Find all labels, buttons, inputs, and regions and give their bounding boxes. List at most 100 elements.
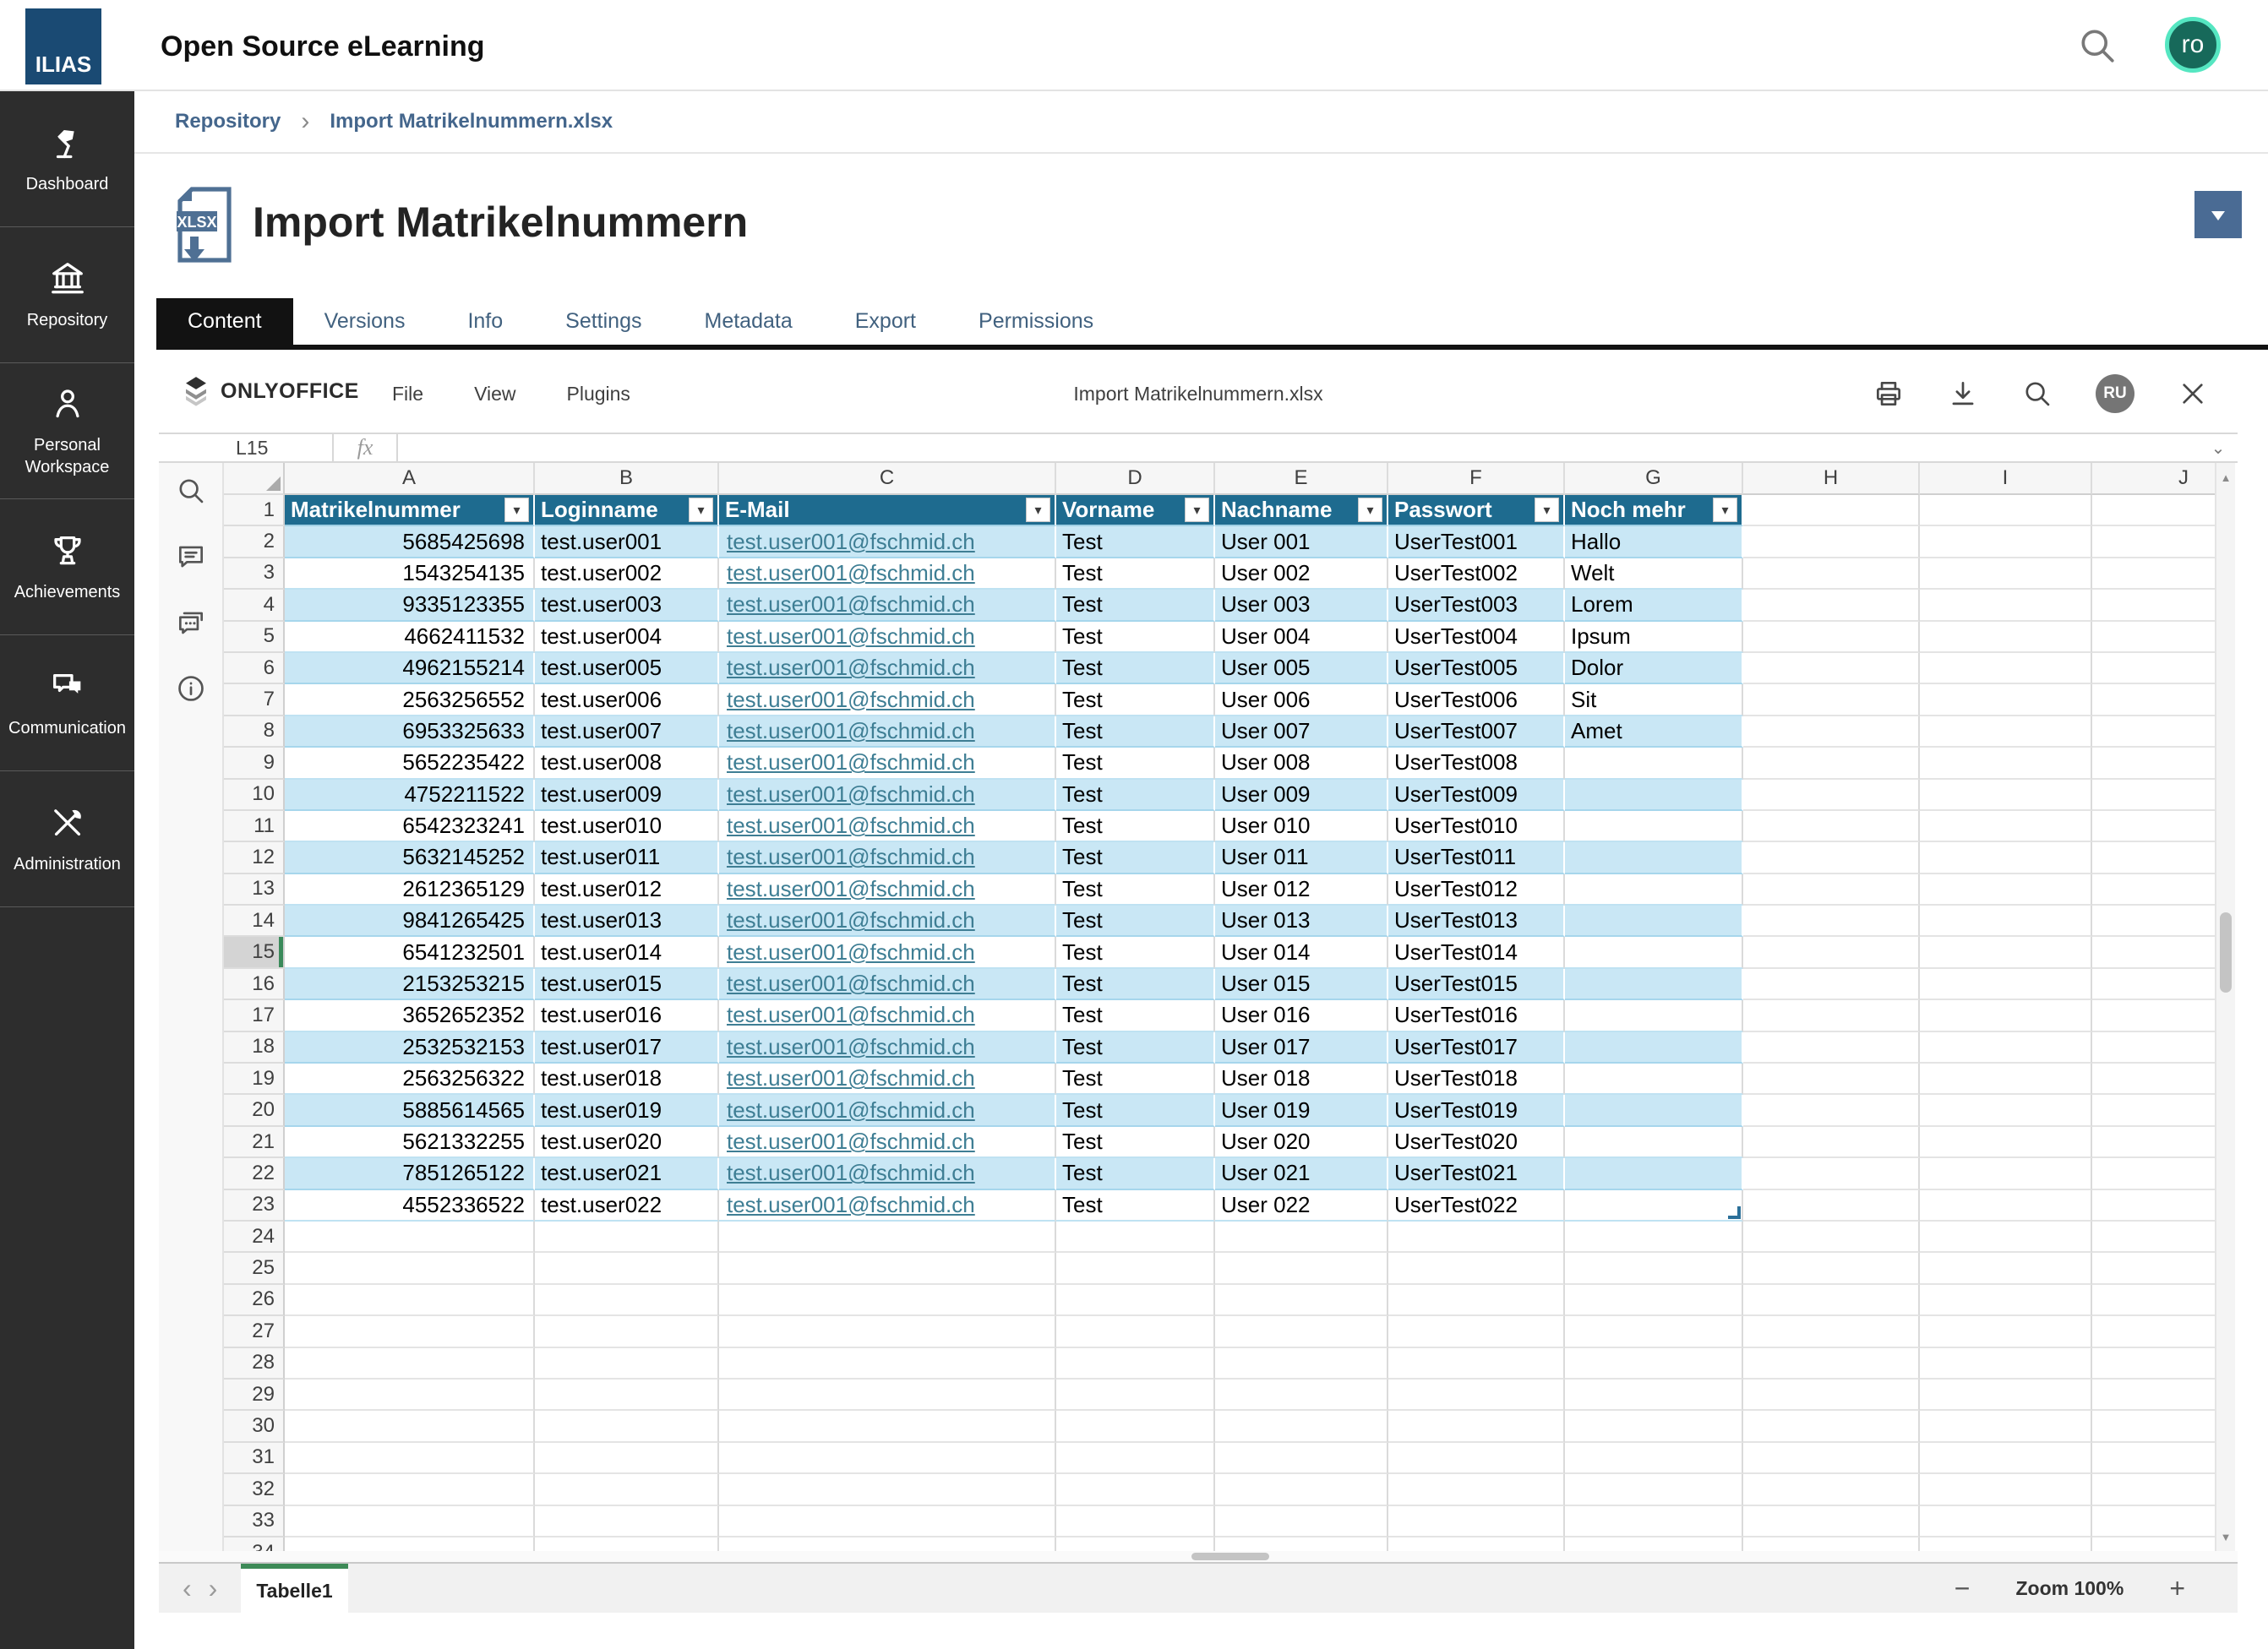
sidebar-item-achievements[interactable]: Achievements [0,499,134,635]
sheet-cell[interactable] [285,1474,535,1505]
sheet-cell[interactable] [1388,1222,1565,1253]
sheet-cell[interactable] [1056,1285,1215,1316]
menu-view[interactable]: View [474,383,515,405]
sheet-cell[interactable] [1565,1095,1743,1126]
row-header-33[interactable]: 33 [224,1506,285,1537]
menu-plugins[interactable]: Plugins [567,383,630,405]
sheet-cell[interactable] [1743,1443,1920,1474]
sheet-cell[interactable] [1565,1000,1743,1031]
sheet-cell[interactable] [1920,526,2092,558]
sheet-cell[interactable]: UserTest013 [1388,906,1565,937]
sheet-cell[interactable] [1565,748,1743,779]
row-header-21[interactable]: 21 [224,1127,285,1158]
sheet-cell[interactable]: 5652235422 [285,748,535,779]
sheet-cell[interactable] [535,1411,719,1442]
sheet-cell[interactable]: test.user001@fschmid.ch [719,1095,1056,1126]
sheet-cell[interactable] [1388,1348,1565,1380]
sheet-cell[interactable] [535,1380,719,1411]
column-header-H[interactable]: H [1743,463,1920,495]
sheet-cell[interactable] [1056,1411,1215,1442]
sheet-cell[interactable] [285,1348,535,1380]
sheet-cell[interactable] [2092,874,2215,906]
sheet-cell[interactable] [1920,1222,2092,1253]
sheet-cell[interactable] [1743,1506,1920,1537]
filter-dropdown-icon[interactable]: ▾ [1358,498,1382,522]
row-header-2[interactable]: 2 [224,526,285,558]
sheet-cell[interactable]: User 007 [1215,716,1388,748]
breadcrumb-item[interactable]: Import Matrikelnummern.xlsx [330,110,613,133]
sheet-cell[interactable] [2092,1348,2215,1380]
sheet-cell[interactable]: test.user003 [535,590,719,621]
editor-user-badge[interactable]: RU [2096,374,2134,413]
sheet-cell[interactable] [1743,1190,1920,1222]
row-header-24[interactable]: 24 [224,1222,285,1253]
row-header-29[interactable]: 29 [224,1380,285,1411]
column-header-B[interactable]: B [535,463,719,495]
sheet-cell[interactable] [535,1474,719,1505]
sheet-cell[interactable]: test.user001@fschmid.ch [719,906,1056,937]
sheet-cell[interactable]: 6541232501 [285,937,535,968]
sheet-cell[interactable] [1920,1000,2092,1031]
sheet-cell[interactable]: UserTest005 [1388,653,1565,684]
column-header-C[interactable]: C [719,463,1056,495]
sheet-cell[interactable]: User 015 [1215,969,1388,1000]
row-header-8[interactable]: 8 [224,716,285,748]
sheet-cell[interactable]: UserTest018 [1388,1064,1565,1095]
sheet-cell[interactable]: User 014 [1215,937,1388,968]
sheet-cell[interactable] [1920,716,2092,748]
sheet-cell[interactable] [1743,1285,1920,1316]
sheet-cell[interactable]: 1543254135 [285,558,535,590]
sheet-cell[interactable]: Test [1056,684,1215,716]
sheet-cell[interactable]: test.user001@fschmid.ch [719,811,1056,842]
sheet-cell[interactable] [1920,1506,2092,1537]
sheet-cell[interactable]: 5632145252 [285,842,535,873]
row-header-16[interactable]: 16 [224,969,285,1000]
sidebar-item-repository[interactable]: Repository [0,227,134,363]
tab-content[interactable]: Content [156,298,293,345]
sheet-cell[interactable]: 9841265425 [285,906,535,937]
email-link[interactable]: test.user001@fschmid.ch [727,781,975,808]
search-icon[interactable] [2075,24,2119,68]
tab-permissions[interactable]: Permissions [947,298,1125,345]
close-icon[interactable] [2177,378,2209,410]
sheet-cell[interactable] [1215,1411,1388,1442]
sheet-cell[interactable] [2092,1253,2215,1284]
sheet-cell[interactable] [719,1506,1056,1537]
sheet-cell[interactable] [1565,1537,1743,1551]
sheet-cell[interactable] [1743,558,1920,590]
sheet-next-icon[interactable]: › [209,1573,218,1604]
sheet-cell[interactable]: Dolor [1565,653,1743,684]
download-icon[interactable] [1947,378,1979,410]
sheet-cell[interactable] [285,1380,535,1411]
sheet-cell[interactable] [2092,1537,2215,1551]
sheet-cell[interactable]: test.user001@fschmid.ch [719,622,1056,653]
email-link[interactable]: test.user001@fschmid.ch [727,1192,975,1218]
sheet-cell[interactable] [285,1506,535,1537]
sheet-cell[interactable]: test.user019 [535,1095,719,1126]
sheet-cell[interactable] [2092,1127,2215,1158]
sheet-tab-tabelle1[interactable]: Tabelle1 [241,1564,347,1613]
sheet-cell[interactable]: 6953325633 [285,716,535,748]
sheet-cell[interactable] [535,1443,719,1474]
sheet-cell[interactable] [1056,1506,1215,1537]
sheet-cell[interactable] [1920,1380,2092,1411]
column-header-A[interactable]: A [285,463,535,495]
tab-versions[interactable]: Versions [293,298,437,345]
sheet-cell[interactable] [2092,1285,2215,1316]
sheet-cell[interactable] [1920,1411,2092,1442]
sheet-cell[interactable] [535,1506,719,1537]
sheet-cell[interactable] [1920,811,2092,842]
sheet-cell[interactable] [1920,1190,2092,1222]
sheet-cell[interactable] [1565,969,1743,1000]
sheet-cell[interactable] [1920,969,2092,1000]
panel-comment-icon[interactable] [175,541,207,573]
column-header-G[interactable]: G [1565,463,1743,495]
sheet-cell[interactable] [1743,1222,1920,1253]
sheet-cell[interactable]: UserTest004 [1388,622,1565,653]
email-link[interactable]: test.user001@fschmid.ch [727,623,975,650]
sheet-cell[interactable] [1215,1222,1388,1253]
sheet-cell[interactable]: test.user013 [535,906,719,937]
sheet-cell[interactable]: test.user002 [535,558,719,590]
sheet-cell[interactable] [719,1316,1056,1347]
sheet-cell[interactable]: UserTest012 [1388,874,1565,906]
